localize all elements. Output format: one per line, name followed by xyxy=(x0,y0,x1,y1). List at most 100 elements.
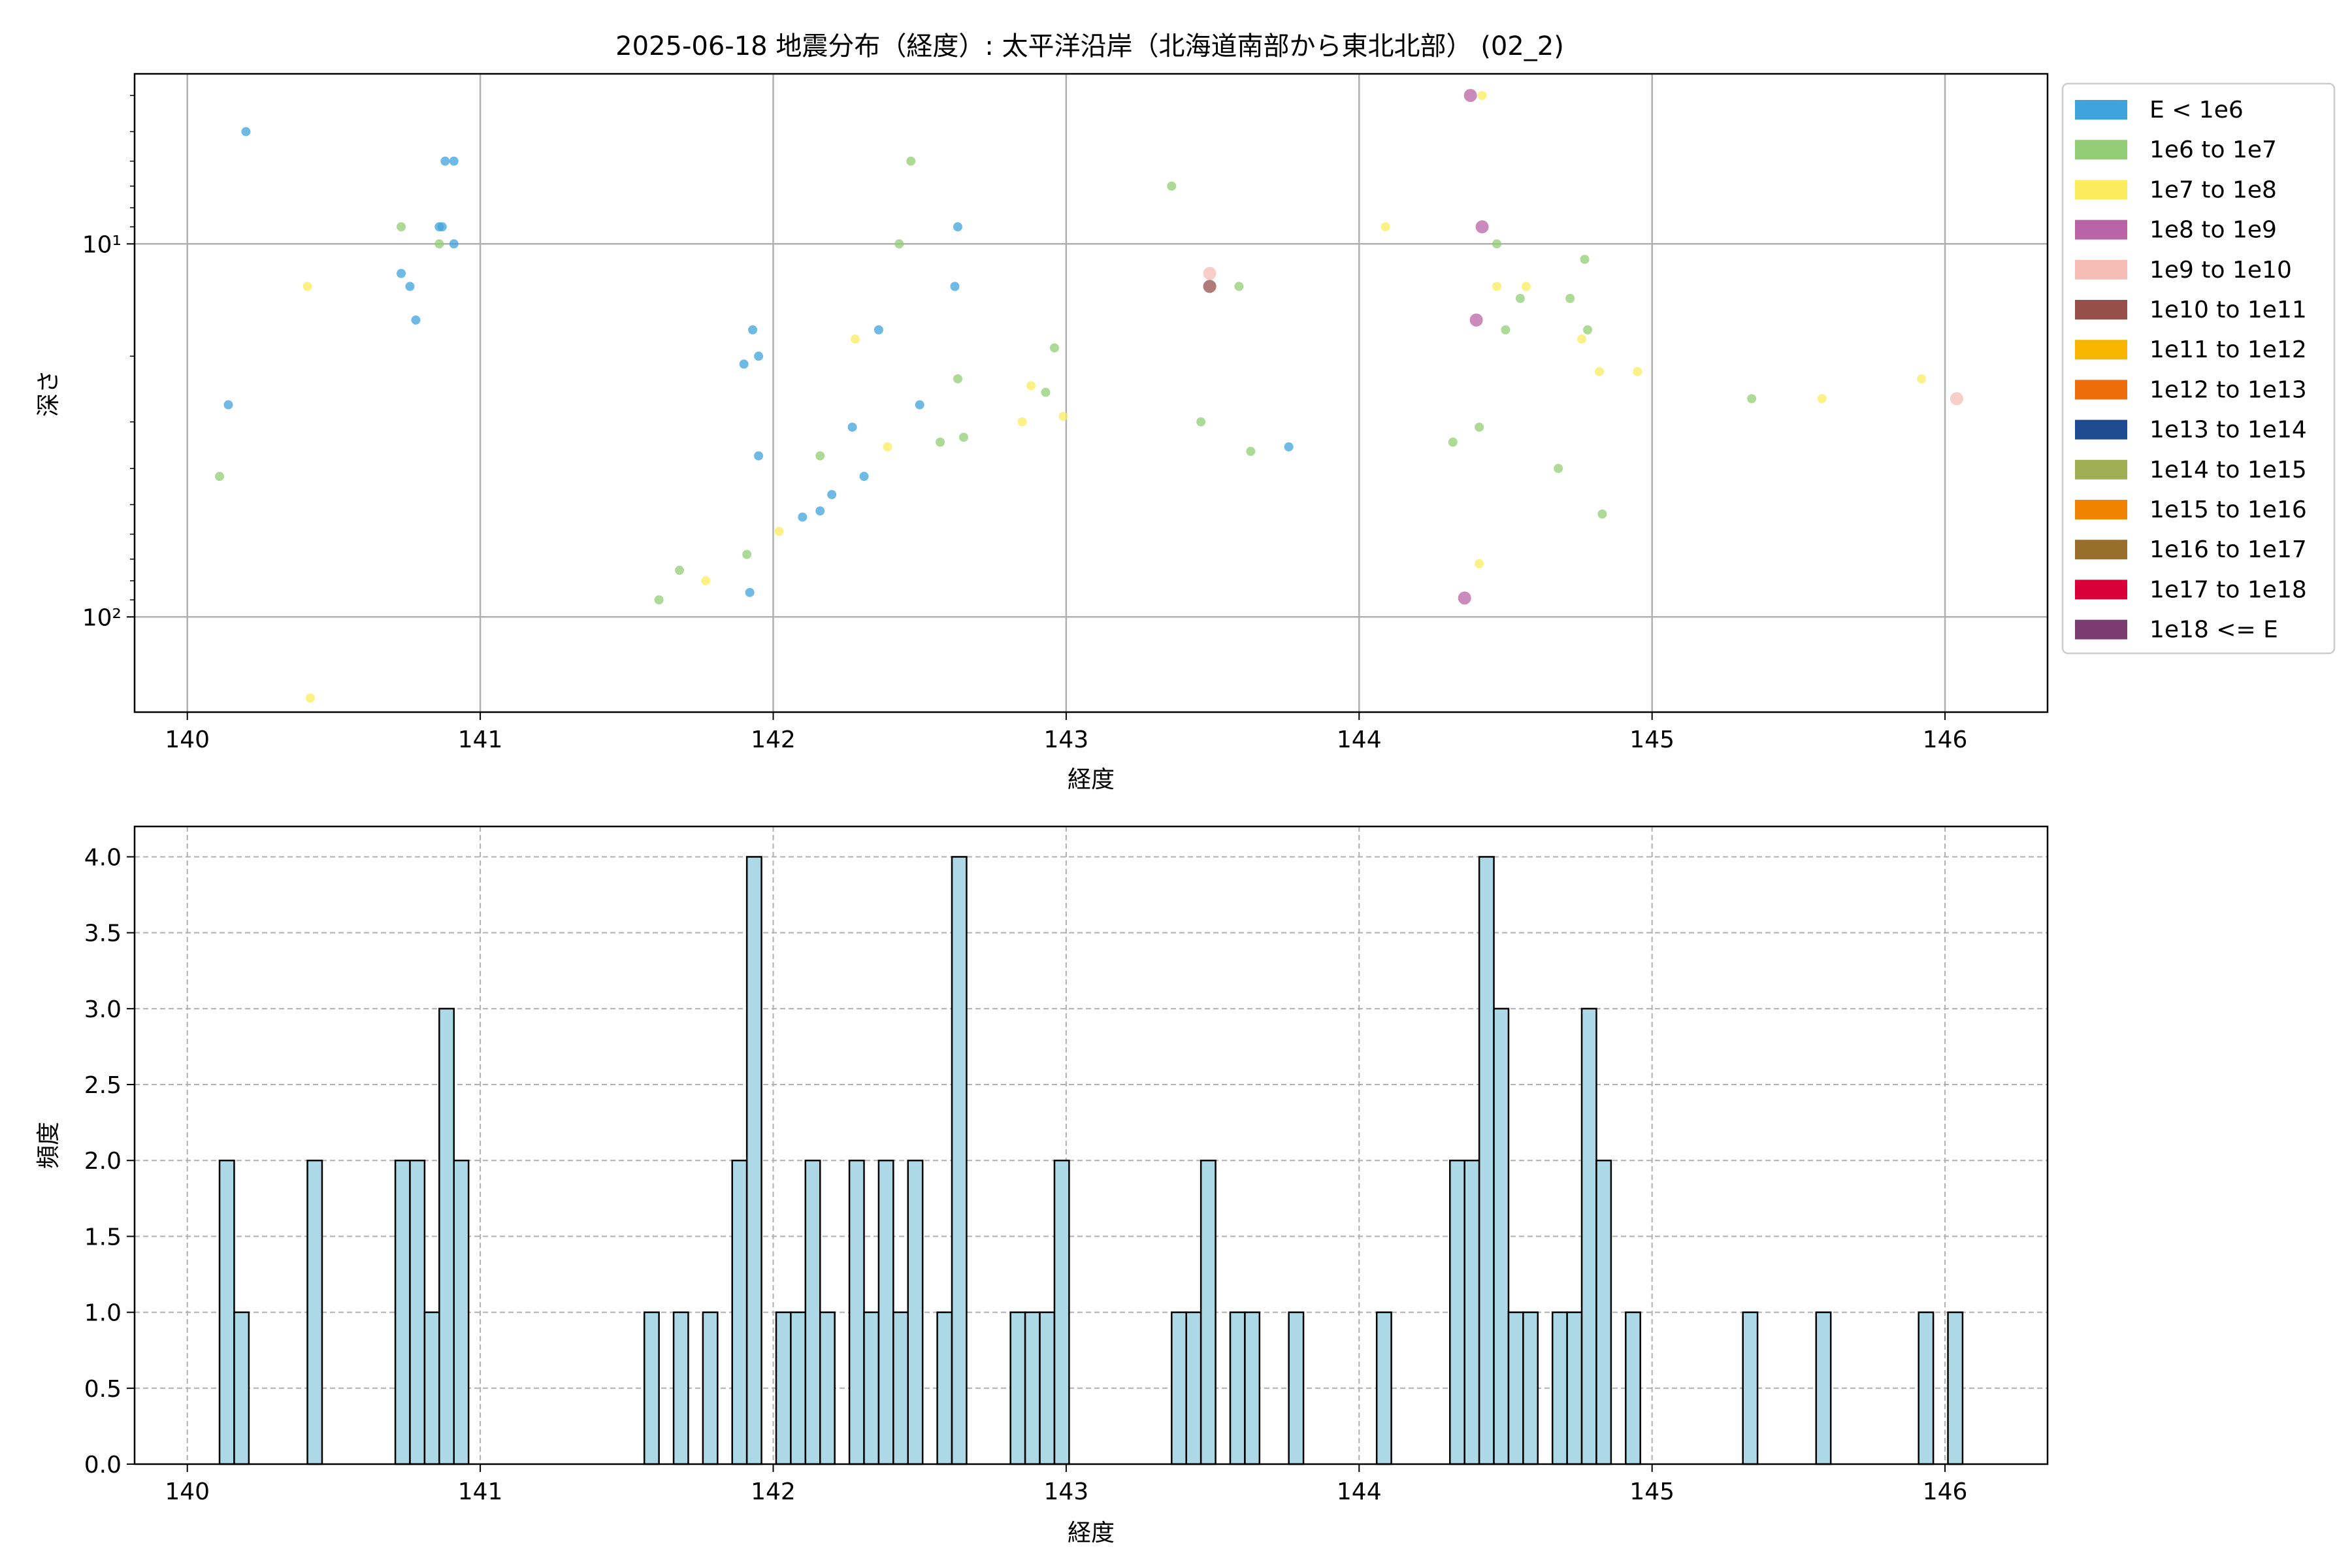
scatter-point xyxy=(847,422,857,432)
scatter-point xyxy=(1492,239,1502,249)
scatter-point xyxy=(1167,181,1177,191)
histogram-bar xyxy=(1815,1311,1832,1465)
scatter-point xyxy=(883,442,892,451)
scatter-point xyxy=(1580,254,1590,264)
histogram-bar xyxy=(1053,1159,1070,1465)
scatter-point xyxy=(440,156,450,166)
scatter-point xyxy=(1594,367,1604,376)
scatter-point xyxy=(748,325,758,335)
scatter-point xyxy=(894,239,904,249)
scatter-point xyxy=(1026,381,1036,391)
scatter-point xyxy=(1521,282,1531,291)
scatter-point xyxy=(1203,267,1217,280)
legend-label: 1e14 to 1e15 xyxy=(2149,457,2307,483)
scatter-point xyxy=(851,335,860,344)
scatter-y-tick-label: 10¹ xyxy=(82,231,122,258)
legend-label: 1e16 to 1e17 xyxy=(2149,536,2307,563)
scatter-point xyxy=(223,400,233,410)
scatter-point xyxy=(1041,387,1051,397)
scatter-point xyxy=(815,506,825,516)
scatter-x-tick-label: 141 xyxy=(458,727,503,753)
scatter-point xyxy=(739,359,749,369)
histogram-bar xyxy=(863,1311,880,1465)
histogram-bar xyxy=(1507,1311,1524,1465)
scatter-point xyxy=(1475,220,1489,234)
scatter-x-axis-label: 経度 xyxy=(1068,766,1115,793)
legend-label: 1e13 to 1e14 xyxy=(2149,417,2307,444)
scatter-point xyxy=(1817,394,1827,404)
histogram-bar xyxy=(453,1159,470,1465)
histogram-bar xyxy=(1551,1311,1568,1465)
legend-label: 1e11 to 1e12 xyxy=(2149,336,2307,363)
histogram-bar xyxy=(702,1311,719,1465)
scatter-point xyxy=(1577,335,1587,344)
histogram-bar xyxy=(1375,1311,1392,1465)
scatter-point xyxy=(434,239,444,249)
histogram-y-tick-label: 0.5 xyxy=(84,1376,122,1403)
figure-title: 2025-06-18 地震分布（経度）: 太平洋沿岸（北海道南部から東北北部） … xyxy=(615,31,1564,61)
scatter-point xyxy=(397,269,406,278)
histogram-panel: 140 141 142 143 144 145 146 0.0 0.5 1.0 1.5 2.0 2.5… xyxy=(35,825,2049,1546)
histogram-y-tick-label: 1.0 xyxy=(84,1300,122,1327)
legend-swatch xyxy=(2075,459,2127,480)
scatter-point xyxy=(953,222,962,232)
histogram-bar xyxy=(804,1159,821,1465)
histogram-x-tick-label: 141 xyxy=(458,1478,503,1505)
scatter-x-tick-label: 146 xyxy=(1923,727,1968,753)
legend-label: 1e15 to 1e16 xyxy=(2149,497,2307,523)
legend-swatch xyxy=(2075,500,2127,519)
scatter-point xyxy=(754,451,764,461)
scatter-point xyxy=(1633,367,1642,376)
scatter-panel: 140 141 142 143 144 145 146 10¹ 10² 経度 深さ xyxy=(35,73,2049,793)
legend: E < 1e6 1e6 to 1e7 1e7 to 1e8 1e8 to 1e9 1e9… xyxy=(2061,82,2336,655)
legend-swatch xyxy=(2075,220,2127,240)
scatter-point xyxy=(1475,559,1484,568)
scatter-point xyxy=(397,222,406,232)
scatter-point xyxy=(936,437,945,447)
histogram-bar xyxy=(218,1159,235,1465)
scatter-point xyxy=(874,325,883,335)
histogram-bar xyxy=(672,1311,689,1465)
histogram-bar xyxy=(1595,1159,1612,1465)
legend-swatch xyxy=(2075,140,2127,160)
scatter-point xyxy=(1246,446,1256,456)
scatter-point xyxy=(306,693,316,703)
scatter-point xyxy=(675,565,685,575)
histogram-bar xyxy=(936,1311,953,1465)
scatter-x-ticks: 140 141 142 143 144 145 146 xyxy=(165,712,1967,753)
scatter-point xyxy=(1565,293,1575,303)
scatter-point xyxy=(754,351,764,361)
scatter-point xyxy=(1058,412,1068,421)
histogram-x-tick-label: 145 xyxy=(1629,1478,1674,1505)
histogram-y-ticks: 0.0 0.5 1.0 1.5 2.0 2.5 3.0 3.5 4.0 xyxy=(84,844,135,1478)
scatter-axes-frame xyxy=(133,73,2049,713)
histogram-bar xyxy=(1288,1311,1305,1465)
histogram-bar xyxy=(438,1007,455,1465)
scatter-point xyxy=(654,595,664,605)
histogram-bar xyxy=(1039,1311,1056,1465)
scatter-point xyxy=(950,282,960,291)
scatter-point xyxy=(745,587,755,597)
scatter-point xyxy=(1492,282,1502,291)
legend-label: E < 1e6 xyxy=(2149,97,2244,123)
histogram-bar xyxy=(745,856,762,1465)
scatter-point xyxy=(1017,417,1027,427)
scatter-point xyxy=(958,433,968,442)
legend-swatch xyxy=(2075,619,2127,640)
histogram-bar xyxy=(1463,1159,1480,1465)
histogram-bar xyxy=(1625,1311,1641,1465)
histogram-axes-frame xyxy=(133,825,2049,1465)
scatter-point xyxy=(1501,325,1511,335)
histogram-bar xyxy=(1229,1311,1246,1465)
histogram-x-tick-label: 144 xyxy=(1337,1478,1382,1505)
histogram-bar xyxy=(1493,1007,1510,1465)
histogram-bar xyxy=(819,1311,836,1465)
legend-swatch xyxy=(2075,180,2127,200)
legend-frame xyxy=(2061,82,2336,655)
scatter-point xyxy=(241,127,251,137)
histogram-bar xyxy=(877,1159,894,1465)
scatter-point xyxy=(1284,442,1294,451)
histogram-x-tick-label: 143 xyxy=(1044,1478,1089,1505)
histogram-bar xyxy=(423,1311,440,1465)
scatter-point xyxy=(1747,394,1757,404)
